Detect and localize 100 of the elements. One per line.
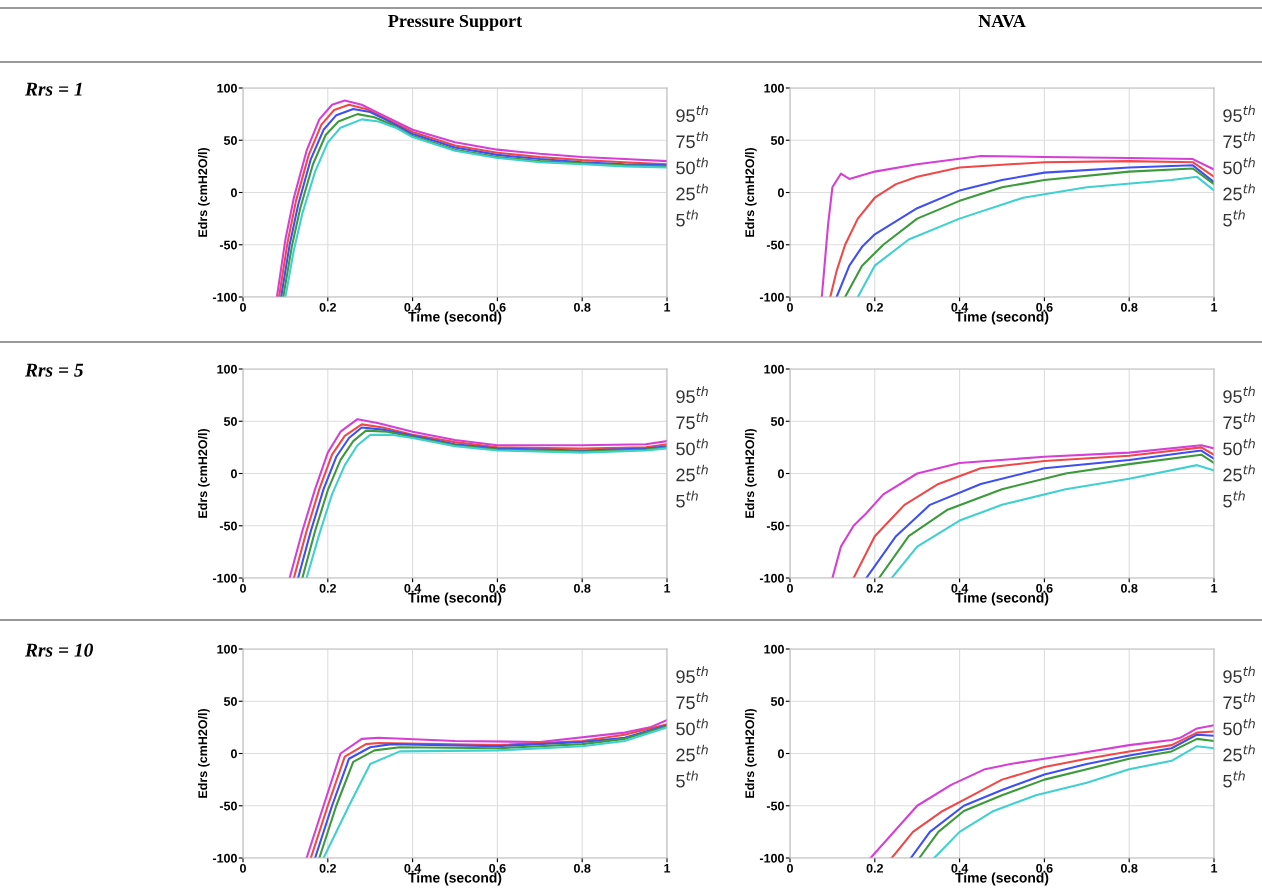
x-tick-label: 0 (240, 863, 246, 873)
series-label: 75$^{th}$ (676, 412, 708, 430)
x-tick-label: 0 (787, 863, 793, 873)
x-tick-label: 0.2 (319, 583, 336, 593)
x-tick-label: 0.8 (1121, 583, 1138, 593)
y-tick-label: 0 (777, 469, 784, 479)
y-tick-label: 100 (764, 644, 784, 654)
text: Rrs = 10 (24, 643, 94, 657)
y-tick-label: -50 (766, 521, 784, 531)
x-tick-label: 0.6 (1036, 583, 1053, 593)
y-axis-title: Edrs (cmH2O/l) (198, 428, 210, 518)
y-axis-title: Edrs (cmH2O/l) (745, 147, 757, 237)
y-tick-label: 100 (217, 644, 237, 654)
x-tick-label: 0.4 (951, 583, 969, 593)
y-axis-title: Edrs (cmH2O/l) (745, 708, 757, 798)
y-tick-label: 50 (770, 136, 784, 145)
series-label: 50$^{th}$ (1223, 718, 1255, 736)
y-tick-label: 50 (770, 697, 784, 706)
x-tick-label: 0.8 (574, 863, 591, 873)
x-tick-label: 1 (1211, 303, 1218, 312)
series-label: 25$^{th}$ (676, 744, 708, 762)
x-axis-title: Time (second) (408, 592, 502, 606)
series-label: 25$^{th}$ (676, 183, 708, 201)
x-tick-label: 1 (664, 864, 671, 873)
y-axis-title: Edrs (cmH2O/l) (198, 147, 210, 237)
y-tick-label: 100 (217, 83, 237, 93)
series-label: 25$^{th}$ (676, 464, 708, 482)
text: 95$^{th}$ (676, 666, 708, 684)
series-label: 50$^{th}$ (676, 718, 708, 736)
x-tick-label: 0.2 (319, 863, 336, 873)
x-axis-title: Time (second) (955, 592, 1049, 606)
y-tick-label: -50 (766, 801, 784, 811)
x-tick-label: 0.4 (404, 863, 422, 873)
text: 5$^{th}$ (676, 770, 698, 788)
text: 95$^{th}$ (1223, 105, 1255, 123)
series-label: 75$^{th}$ (1223, 412, 1255, 430)
y-tick-label: -100 (212, 573, 237, 583)
series-label: 25$^{th}$ (1223, 464, 1255, 482)
y-tick-label: -100 (759, 853, 784, 863)
x-tick-label: 0.6 (1036, 302, 1053, 312)
x-tick-label: 0.8 (574, 302, 591, 312)
y-tick-label: -50 (219, 240, 237, 250)
x-tick-label: 0.2 (866, 583, 883, 593)
y-tick-label: -100 (759, 292, 784, 302)
x-tick-label: 0 (787, 583, 793, 593)
y-tick-label: 100 (217, 364, 237, 374)
series-label: 5$^{th}$ (1223, 209, 1245, 227)
text: Rrs = 5 (24, 363, 84, 377)
y-tick-label: 100 (764, 83, 784, 93)
x-tick-label: 0.2 (866, 863, 883, 873)
series-label: 75$^{th}$ (1223, 131, 1255, 149)
text: 95$^{th}$ (676, 386, 708, 404)
series-label: 50$^{th}$ (676, 157, 708, 175)
y-tick-label: 100 (764, 364, 784, 374)
y-tick-label: 0 (230, 469, 237, 479)
x-axis-title: Time (second) (408, 872, 502, 886)
series-label: 75$^{th}$ (1223, 692, 1255, 710)
series-label: 50$^{th}$ (676, 438, 708, 456)
x-tick-label: 0.2 (866, 302, 883, 312)
series-label: 75$^{th}$ (676, 131, 708, 149)
x-axis-title: Time (second) (955, 311, 1049, 325)
y-tick-label: 0 (230, 188, 237, 198)
y-tick-label: -100 (212, 853, 237, 863)
x-tick-label: 0.6 (489, 583, 506, 593)
x-axis-title: Time (second) (408, 311, 502, 325)
y-axis-title: Edrs (cmH2O/l) (198, 708, 210, 798)
y-tick-label: 0 (230, 749, 237, 759)
text: 95$^{th}$ (676, 105, 708, 123)
series-label: 50$^{th}$ (1223, 438, 1255, 456)
x-tick-label: 1 (664, 584, 671, 593)
x-tick-label: 0.4 (404, 583, 422, 593)
y-tick-label: 50 (770, 417, 784, 426)
series-label: 5$^{th}$ (1223, 490, 1245, 508)
x-tick-label: 0.2 (319, 302, 336, 312)
x-axis-title: Time (second) (955, 872, 1049, 886)
y-tick-label: 50 (223, 417, 237, 426)
x-tick-label: 0.8 (1121, 302, 1138, 312)
y-tick-label: 0 (777, 749, 784, 759)
y-tick-label: -50 (766, 240, 784, 250)
text: Rrs = 1 (24, 82, 82, 96)
y-tick-label: -100 (212, 292, 237, 302)
series-label: 25$^{th}$ (1223, 183, 1255, 201)
y-axis-title: Edrs (cmH2O/l) (745, 428, 757, 518)
x-tick-label: 1 (1211, 584, 1218, 593)
x-tick-label: 0.6 (489, 863, 506, 873)
chart-title: NAVA (978, 14, 1026, 28)
series-label: 50$^{th}$ (1223, 157, 1255, 175)
text: 5$^{th}$ (676, 209, 698, 227)
x-tick-label: 0.8 (574, 583, 591, 593)
x-tick-label: 0 (240, 302, 246, 312)
x-tick-label: 1 (1211, 864, 1218, 873)
y-tick-label: -50 (219, 521, 237, 531)
x-tick-label: 1 (664, 303, 671, 312)
x-tick-label: 0.4 (404, 302, 422, 312)
text: 5$^{th}$ (676, 490, 698, 508)
y-tick-label: 50 (223, 136, 237, 145)
y-tick-label: 50 (223, 697, 237, 706)
series-label: 75$^{th}$ (676, 692, 708, 710)
x-tick-label: 0.4 (951, 863, 969, 873)
x-tick-label: 0 (240, 583, 246, 593)
